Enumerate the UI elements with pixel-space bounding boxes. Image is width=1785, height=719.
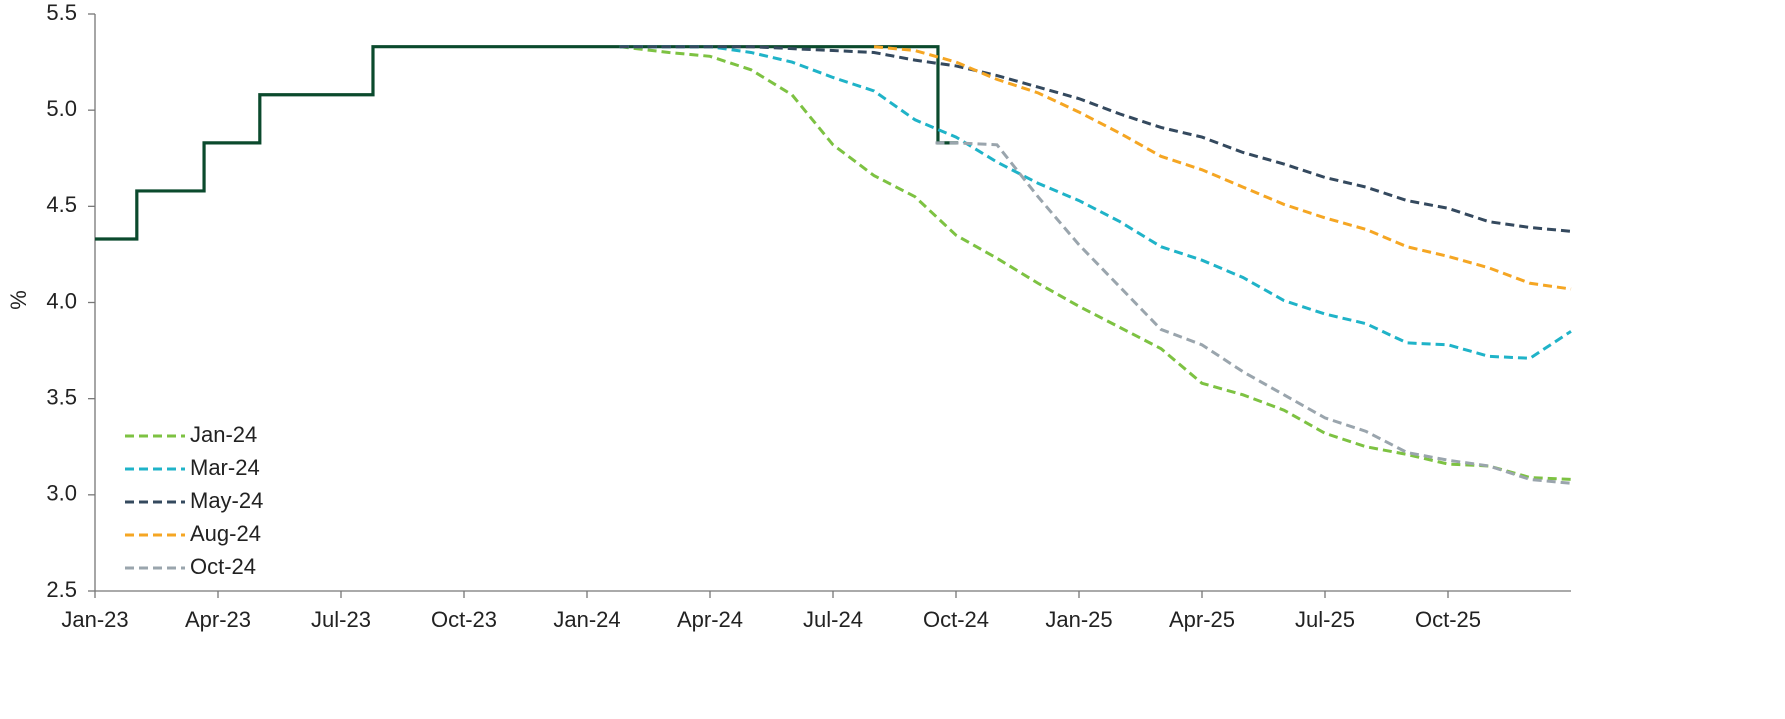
y-tick-label: 3.0 (46, 481, 77, 506)
y-axis-label: % (6, 290, 31, 310)
x-tick-label: Apr-24 (677, 607, 743, 632)
legend-label: May-24 (190, 488, 263, 513)
legend-label: Mar-24 (190, 455, 260, 480)
x-tick-label: Jul-24 (803, 607, 863, 632)
x-tick-label: Apr-25 (1169, 607, 1235, 632)
x-tick-label: Jan-25 (1045, 607, 1112, 632)
series-line (619, 45, 1572, 360)
y-tick-label: 5.5 (46, 0, 77, 25)
y-tick-label: 3.5 (46, 384, 77, 409)
y-tick-label: 2.5 (46, 577, 77, 602)
series-line (873, 45, 1572, 291)
x-tick-label: Oct-23 (431, 607, 497, 632)
series-line (619, 45, 1572, 481)
x-tick-label: Jan-23 (61, 607, 128, 632)
series-line (619, 45, 1572, 233)
series-line (95, 45, 959, 241)
legend-label: Jan-24 (190, 422, 257, 447)
x-tick-label: Apr-23 (185, 607, 251, 632)
legend-label: Aug-24 (190, 521, 261, 546)
x-tick-label: Jan-24 (553, 607, 620, 632)
x-tick-label: Jul-23 (311, 607, 371, 632)
x-tick-label: Oct-25 (1415, 607, 1481, 632)
legend-label: Oct-24 (190, 554, 256, 579)
series-line (935, 141, 1572, 485)
y-tick-label: 4.5 (46, 192, 77, 217)
x-tick-label: Jul-25 (1295, 607, 1355, 632)
x-tick-label: Oct-24 (923, 607, 989, 632)
y-tick-label: 5.0 (46, 96, 77, 121)
y-tick-label: 4.0 (46, 288, 77, 313)
